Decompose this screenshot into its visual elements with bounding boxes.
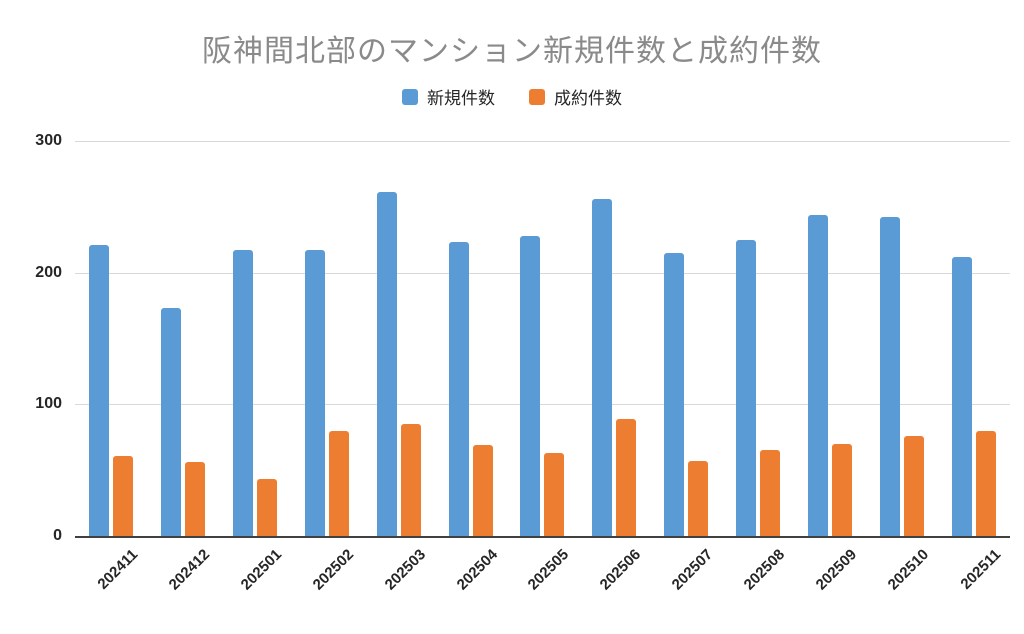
legend-item-1: 成約件数: [529, 84, 622, 109]
x-axis-label: 202509: [812, 546, 861, 594]
bar-成約件数-202509: [832, 443, 853, 536]
bar-group-202412: 202412: [147, 141, 219, 593]
bar-成約件数-202411: [112, 455, 133, 536]
legend-swatch-icon: [402, 88, 418, 105]
x-axis-label: 202503: [381, 546, 429, 594]
x-axis-label: 202504: [453, 546, 501, 594]
x-axis-label: 202505: [525, 546, 573, 594]
bar-新規件数-202511: [952, 256, 973, 536]
bar-新規件数-202509: [808, 214, 829, 536]
bar-group-202505: 202505: [507, 141, 579, 593]
bar-group-202501: 202501: [219, 141, 291, 593]
bar-group-202502: 202502: [291, 141, 363, 593]
bar-成約件数-202505: [544, 453, 565, 536]
gridline: [75, 404, 1010, 406]
x-axis-label: 202508: [740, 546, 789, 594]
y-tick-label: 300: [35, 132, 62, 149]
bar-成約件数-202504: [472, 445, 493, 536]
bar-新規件数-202507: [664, 252, 685, 536]
bar-group-202411: 202411: [75, 141, 147, 593]
bar-group-202503: 202503: [363, 141, 435, 593]
bar-新規件数-202508: [736, 239, 757, 536]
x-axis-label: 202507: [668, 546, 717, 594]
bar-成約件数-202507: [688, 460, 709, 536]
bar-成約件数-202412: [184, 462, 205, 536]
bar-新規件数-202502: [304, 250, 325, 536]
legend: 新規件数 成約件数: [0, 84, 1024, 109]
plot-area: 202411 202412 202501 202502 202503 202504 2025…: [75, 141, 1010, 593]
x-axis-label: 202412: [165, 546, 213, 594]
bar-新規件数-202505: [520, 235, 541, 536]
legend-swatch-icon: [529, 88, 545, 105]
x-axis-label: 202511: [957, 546, 1005, 593]
legend-label: 新規件数: [427, 89, 495, 108]
x-axis-label: 202510: [884, 546, 933, 594]
bar-新規件数-202412: [160, 308, 181, 536]
bar-成約件数-202502: [328, 430, 349, 536]
y-tick-label: 0: [53, 527, 62, 544]
bar-新規件数-202506: [592, 198, 613, 536]
bar-group-202510: 202510: [866, 141, 938, 593]
x-axis-label: 202506: [597, 546, 645, 594]
bar-成約件数-202511: [976, 430, 997, 536]
y-tick-label: 100: [35, 395, 62, 413]
bar-新規件数-202501: [232, 250, 253, 536]
gridline: [75, 141, 1010, 142]
bar-group-202507: 202507: [650, 141, 722, 593]
bar-group-202504: 202504: [435, 141, 507, 593]
x-axis-label: 202411: [94, 546, 141, 593]
bar-group-202509: 202509: [794, 141, 866, 593]
chart-title: 阪神間北部のマンション新規件数と成約件数: [202, 35, 822, 68]
gridline: [75, 272, 1010, 274]
bar-成約件数-202506: [616, 418, 637, 536]
bar-成約件数-202503: [400, 424, 421, 536]
bar-成約件数-202508: [760, 450, 781, 536]
bar-成約件数-202501: [256, 479, 277, 536]
y-axis-ticks: 0 100 200 300: [0, 132, 62, 544]
x-axis-label: 202502: [309, 546, 357, 594]
y-tick-label: 200: [35, 263, 62, 281]
bar-新規件数-202510: [880, 217, 901, 536]
bar-group-202506: 202506: [578, 141, 650, 593]
legend-item-0: 新規件数: [402, 84, 495, 109]
bar-成約件数-202510: [904, 435, 925, 536]
bar-新規件数-202504: [448, 242, 469, 536]
bar-group-202511: 202511: [938, 141, 1010, 593]
bar-新規件数-202411: [88, 245, 109, 536]
bar-group-202508: 202508: [722, 141, 794, 593]
legend-label: 成約件数: [554, 89, 622, 108]
x-axis-label: 202501: [237, 546, 285, 594]
bar-新規件数-202503: [376, 192, 397, 536]
